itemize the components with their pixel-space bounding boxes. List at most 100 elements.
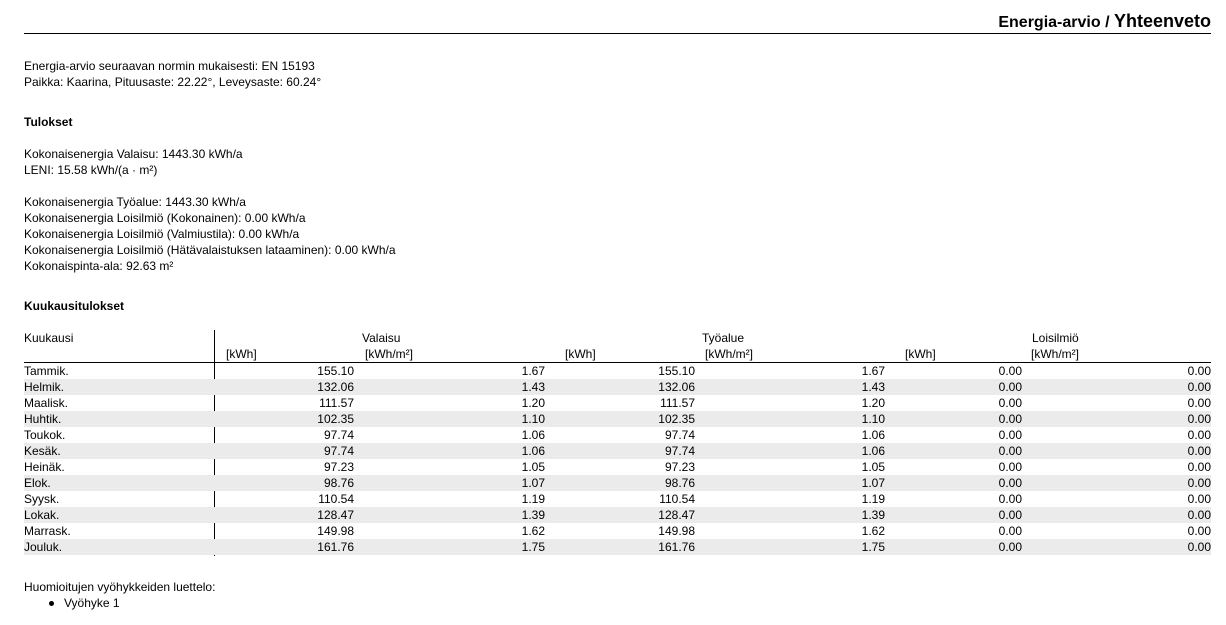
location-line: Paikka: Kaarina, Pituusaste: 22.22°, Lev… xyxy=(24,75,322,89)
header-divider xyxy=(24,33,1211,34)
column-unit-workarea-kwh-m2: [kWh/m²] xyxy=(705,347,753,361)
table-row: Toukok. 97.74 1.06 97.74 1.06 0.00 0.00 xyxy=(24,427,1211,443)
cell-lighting-kwh: 149.98 xyxy=(317,524,354,538)
zone-list-item: Vyöhyke 1 xyxy=(24,595,120,611)
cell-month: Tammik. xyxy=(24,364,69,378)
cell-month: Heinäk. xyxy=(24,460,65,474)
parasitic-emergency-energy: Kokonaisenergia Loisilmiö (Hätävalaistuk… xyxy=(24,243,396,257)
table-row: Marrask. 149.98 1.62 149.98 1.62 0.00 0.00 xyxy=(24,523,1211,539)
cell-lighting-kwh-m2: 1.39 xyxy=(521,508,545,522)
cell-lighting-kwh-m2: 1.43 xyxy=(521,380,545,394)
cell-parasitic-kwh: 0.00 xyxy=(998,508,1022,522)
cell-workarea-kwh-m2: 1.07 xyxy=(861,476,885,490)
table-row: Helmik. 132.06 1.43 132.06 1.43 0.00 0.00 xyxy=(24,379,1211,395)
cell-workarea-kwh-m2: 1.06 xyxy=(861,428,885,442)
column-header-month: Kuukausi xyxy=(24,331,74,345)
cell-workarea-kwh-m2: 1.19 xyxy=(861,492,885,506)
column-unit-lighting-kwh: [kWh] xyxy=(226,347,257,361)
cell-parasitic-kwh-m2: 0.00 xyxy=(1187,412,1211,426)
cell-workarea-kwh: 97.23 xyxy=(664,460,695,474)
cell-parasitic-kwh: 0.00 xyxy=(998,524,1022,538)
cell-parasitic-kwh-m2: 0.00 xyxy=(1187,492,1211,506)
cell-workarea-kwh-m2: 1.75 xyxy=(861,540,885,554)
cell-parasitic-kwh-m2: 0.00 xyxy=(1187,444,1211,458)
column-group-parasitic: Loisilmiö xyxy=(1032,331,1079,345)
table-header-divider xyxy=(24,362,1211,363)
column-group-workarea: Työalue xyxy=(702,331,745,345)
table-row: Kesäk. 97.74 1.06 97.74 1.06 0.00 0.00 xyxy=(24,443,1211,459)
column-unit-workarea-kwh: [kWh] xyxy=(565,347,596,361)
zones-heading: Huomioitujen vyöhykkeiden luettelo: xyxy=(24,580,216,594)
total-workarea-energy: Kokonaisenergia Työalue: 1443.30 kWh/a xyxy=(24,195,246,209)
table-body: Tammik. 155.10 1.67 155.10 1.67 0.00 0.00 Helmi… xyxy=(24,363,1211,555)
cell-parasitic-kwh: 0.00 xyxy=(998,428,1022,442)
section-title: Yhteenveto xyxy=(1113,11,1211,31)
monthly-heading: Kuukausitulokset xyxy=(24,299,125,313)
cell-month: Jouluk. xyxy=(24,540,63,554)
cell-parasitic-kwh: 0.00 xyxy=(998,396,1022,410)
cell-lighting-kwh-m2: 1.19 xyxy=(521,492,545,506)
cell-lighting-kwh: 97.74 xyxy=(323,428,354,442)
column-unit-parasitic-kwh: [kWh] xyxy=(905,347,936,361)
page-title: Energia-arvio / Yhteenveto xyxy=(998,12,1211,31)
monthly-results-table: Kuukausi Valaisu Työalue Loisilmiö [kWh]… xyxy=(24,330,1211,556)
cell-parasitic-kwh-m2: 0.00 xyxy=(1187,508,1211,522)
table-row: Jouluk. 161.76 1.75 161.76 1.75 0.00 0.00 xyxy=(24,539,1211,555)
cell-parasitic-kwh-m2: 0.00 xyxy=(1187,428,1211,442)
cell-workarea-kwh: 97.74 xyxy=(664,444,695,458)
cell-lighting-kwh-m2: 1.05 xyxy=(521,460,545,474)
cell-workarea-kwh-m2: 1.39 xyxy=(861,508,885,522)
table-row: Heinäk. 97.23 1.05 97.23 1.05 0.00 0.00 xyxy=(24,459,1211,475)
cell-workarea-kwh: 98.76 xyxy=(664,476,695,490)
cell-lighting-kwh-m2: 1.06 xyxy=(521,444,545,458)
cell-workarea-kwh-m2: 1.67 xyxy=(861,364,885,378)
parasitic-total-energy: Kokonaisenergia Loisilmiö (Kokonainen): … xyxy=(24,211,306,225)
cell-lighting-kwh: 102.35 xyxy=(317,412,354,426)
cell-lighting-kwh: 132.06 xyxy=(317,380,354,394)
cell-month: Toukok. xyxy=(24,428,66,442)
cell-parasitic-kwh: 0.00 xyxy=(998,412,1022,426)
cell-workarea-kwh: 111.57 xyxy=(660,396,695,410)
cell-month: Helmik. xyxy=(24,380,65,394)
cell-month: Huhtik. xyxy=(24,412,62,426)
total-lighting-energy: Kokonaisenergia Valaisu: 1443.30 kWh/a xyxy=(24,147,243,161)
cell-month: Elok. xyxy=(24,476,51,490)
cell-lighting-kwh-m2: 1.62 xyxy=(521,524,545,538)
norm-line: Energia-arvio seuraavan normin mukaisest… xyxy=(24,59,315,73)
cell-parasitic-kwh: 0.00 xyxy=(998,540,1022,554)
cell-month: Lokak. xyxy=(24,508,60,522)
cell-workarea-kwh: 97.74 xyxy=(664,428,695,442)
cell-lighting-kwh: 110.54 xyxy=(318,492,354,506)
cell-parasitic-kwh-m2: 0.00 xyxy=(1187,524,1211,538)
cell-lighting-kwh: 155.10 xyxy=(317,364,354,378)
cell-lighting-kwh-m2: 1.20 xyxy=(521,396,545,410)
cell-parasitic-kwh: 0.00 xyxy=(998,364,1022,378)
table-row: Maalisk. 111.57 1.20 111.57 1.20 0.00 0.00 xyxy=(24,395,1211,411)
cell-lighting-kwh-m2: 1.06 xyxy=(521,428,545,442)
parasitic-standby-energy: Kokonaisenergia Loisilmiö (Valmiustila):… xyxy=(24,227,300,241)
table-header: Kuukausi Valaisu Työalue Loisilmiö [kWh]… xyxy=(24,330,1211,363)
table-row: Syysk. 110.54 1.19 110.54 1.19 0.00 0.00 xyxy=(24,491,1211,507)
table-row: Tammik. 155.10 1.67 155.10 1.67 0.00 0.00 xyxy=(24,363,1211,379)
leni-value: LENI: 15.58 kWh/(a · m²) xyxy=(24,163,158,177)
cell-workarea-kwh: 102.35 xyxy=(658,412,695,426)
cell-workarea-kwh: 110.54 xyxy=(659,492,695,506)
cell-parasitic-kwh-m2: 0.00 xyxy=(1187,380,1211,394)
cell-lighting-kwh: 161.76 xyxy=(317,540,354,554)
cell-workarea-kwh-m2: 1.06 xyxy=(861,444,885,458)
cell-workarea-kwh: 149.98 xyxy=(658,524,695,538)
cell-workarea-kwh: 128.47 xyxy=(658,508,695,522)
column-unit-parasitic-kwh-m2: [kWh/m²] xyxy=(1031,347,1079,361)
cell-lighting-kwh: 97.74 xyxy=(323,444,354,458)
cell-lighting-kwh-m2: 1.07 xyxy=(521,476,545,490)
cell-parasitic-kwh-m2: 0.00 xyxy=(1187,476,1211,490)
bullet-icon xyxy=(49,601,54,606)
cell-lighting-kwh-m2: 1.75 xyxy=(521,540,545,554)
column-group-lighting: Valaisu xyxy=(362,331,401,345)
zone-label: Vyöhyke 1 xyxy=(64,596,120,610)
cell-parasitic-kwh-m2: 0.00 xyxy=(1187,396,1211,410)
cell-workarea-kwh: 132.06 xyxy=(658,380,695,394)
cell-lighting-kwh-m2: 1.67 xyxy=(521,364,545,378)
cell-parasitic-kwh-m2: 0.00 xyxy=(1187,460,1211,474)
